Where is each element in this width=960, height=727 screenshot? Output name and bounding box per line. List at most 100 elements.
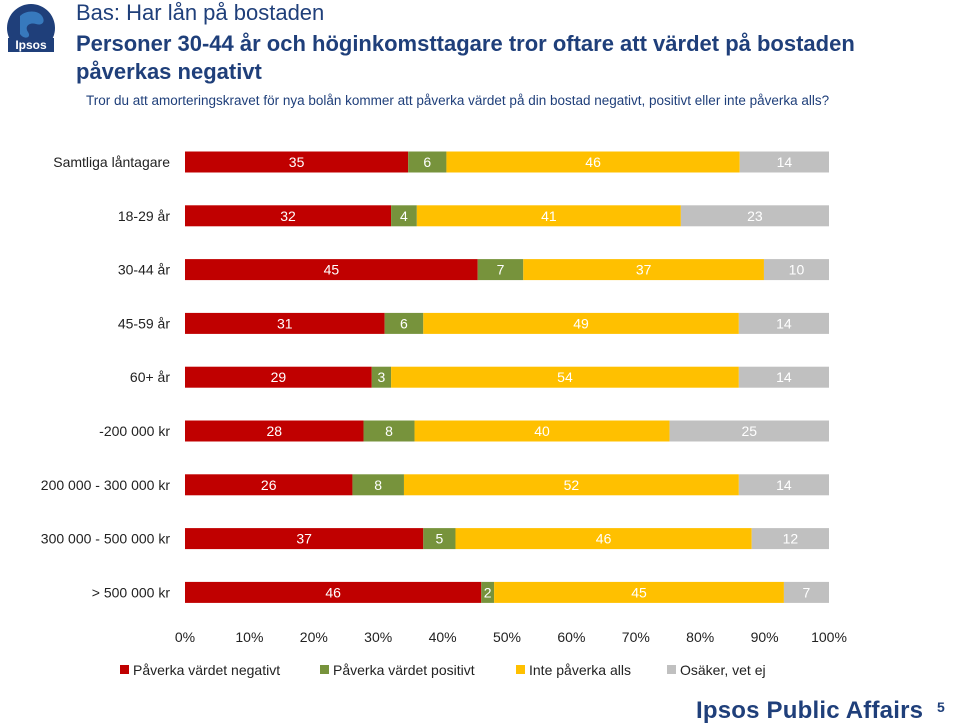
data-label: 46 [325, 584, 341, 600]
x-tick-label: 90% [751, 629, 779, 645]
bar-segment [477, 259, 524, 281]
x-tick-label: 30% [364, 629, 392, 645]
category-label: 300 000 - 500 000 kr [41, 531, 171, 547]
legend-swatch [516, 665, 525, 674]
legend-swatch [320, 665, 329, 674]
data-label: 14 [776, 315, 792, 331]
bar-segment [455, 528, 752, 550]
x-tick-label: 70% [622, 629, 650, 645]
data-label: 29 [271, 369, 287, 385]
bar-segment [403, 474, 739, 496]
data-label: 8 [385, 423, 393, 439]
x-tick-label: 80% [686, 629, 714, 645]
x-tick-label: 0% [175, 629, 195, 645]
data-label: 7 [497, 262, 505, 278]
data-label: 46 [585, 154, 601, 170]
bar-segment [739, 151, 829, 173]
data-label: 45 [324, 262, 340, 278]
data-label: 23 [747, 208, 763, 224]
data-label: 45 [631, 584, 647, 600]
data-label: 32 [280, 208, 296, 224]
data-label: 31 [277, 315, 293, 331]
bar-segment [363, 420, 415, 442]
category-label: 45-59 år [118, 315, 170, 331]
data-label: 49 [573, 315, 589, 331]
bar-segment [352, 474, 404, 496]
x-tick-label: 20% [300, 629, 328, 645]
bar-segment [185, 259, 478, 281]
data-label: 46 [596, 531, 612, 547]
bar-segment [185, 151, 409, 173]
bar-segment [185, 205, 392, 227]
data-label: 7 [803, 584, 811, 600]
bar-segment [423, 528, 456, 550]
x-tick-label: 10% [235, 629, 263, 645]
bar-segment [494, 581, 784, 603]
bar-segment [416, 205, 681, 227]
legend-label: Inte påverka alls [529, 662, 631, 678]
data-label: 3 [378, 369, 386, 385]
legend-swatch [120, 665, 129, 674]
bar-segment [751, 528, 829, 550]
legend-label: Påverka värdet positivt [333, 662, 475, 678]
bar-segment [738, 312, 829, 334]
x-tick-label: 100% [811, 629, 847, 645]
data-label: 4 [400, 208, 408, 224]
base-title: Bas: Har lån på bostaden [76, 0, 325, 25]
data-label: 5 [435, 531, 443, 547]
data-label: 54 [557, 369, 573, 385]
bar-segment [414, 420, 670, 442]
x-tick-label: 60% [557, 629, 585, 645]
category-label: -200 000 kr [99, 423, 170, 439]
question-text: Tror du att amorteringskravet för nya bo… [86, 93, 830, 108]
main-title: Personer 30-44 år och höginkomsttagare t… [76, 31, 855, 84]
data-label: 8 [374, 477, 382, 493]
category-label: 18-29 år [118, 208, 170, 224]
data-label: 37 [296, 531, 312, 547]
data-label: 35 [289, 154, 305, 170]
bar-segment [371, 366, 392, 388]
bar-segment [408, 151, 447, 173]
category-label: 60+ år [130, 369, 170, 385]
data-label: 14 [776, 477, 792, 493]
data-label: 41 [541, 208, 557, 224]
x-tick-label: 40% [429, 629, 457, 645]
data-label: 6 [400, 315, 408, 331]
category-label: 30-44 år [118, 262, 170, 278]
bar-segment [738, 474, 829, 496]
category-label: Samtliga låntagare [53, 154, 170, 170]
bar-segment [763, 259, 829, 281]
bar-segment [185, 581, 482, 603]
bar-segment [481, 581, 495, 603]
bar-segment [423, 312, 739, 334]
data-label: 12 [783, 531, 799, 547]
legend-label: Osäker, vet ej [680, 662, 766, 678]
bar-segment [185, 312, 385, 334]
data-label: 52 [564, 477, 580, 493]
ipsos-logo: Ipsos [2, 2, 60, 58]
bar-segment [523, 259, 764, 281]
data-label: 26 [261, 477, 277, 493]
data-label: 2 [484, 584, 492, 600]
bar-segment [185, 528, 424, 550]
bar-segment [669, 420, 829, 442]
bar-segment [384, 312, 424, 334]
data-label: 10 [789, 262, 805, 278]
category-label: > 500 000 kr [92, 584, 171, 600]
bar-segment [391, 366, 739, 388]
data-label: 37 [636, 262, 652, 278]
logo-text: Ipsos [15, 38, 47, 52]
bar-segment [391, 205, 417, 227]
data-label: 6 [423, 154, 431, 170]
bar-segment [185, 366, 372, 388]
bar-segment [185, 420, 364, 442]
bar-segment [446, 151, 740, 173]
bar-segment [680, 205, 829, 227]
bar-segment [185, 474, 353, 496]
legend-swatch [667, 665, 676, 674]
bar-segment [738, 366, 829, 388]
brand-footer: Ipsos Public Affairs [696, 697, 924, 724]
data-label: 25 [742, 423, 758, 439]
data-label: 14 [776, 369, 792, 385]
